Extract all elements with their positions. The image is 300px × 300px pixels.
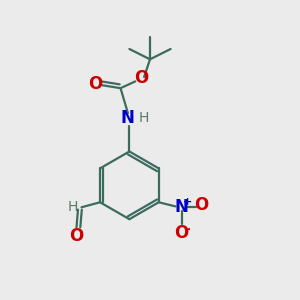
Text: H: H xyxy=(68,200,78,214)
Text: O: O xyxy=(88,75,102,93)
Text: H: H xyxy=(139,111,149,124)
Text: O: O xyxy=(175,224,189,242)
Text: O: O xyxy=(69,227,84,245)
Text: N: N xyxy=(121,109,135,127)
Text: O: O xyxy=(134,69,148,87)
Text: +: + xyxy=(183,197,192,207)
Text: -: - xyxy=(185,222,191,236)
Text: N: N xyxy=(175,198,189,216)
Text: O: O xyxy=(194,196,208,214)
